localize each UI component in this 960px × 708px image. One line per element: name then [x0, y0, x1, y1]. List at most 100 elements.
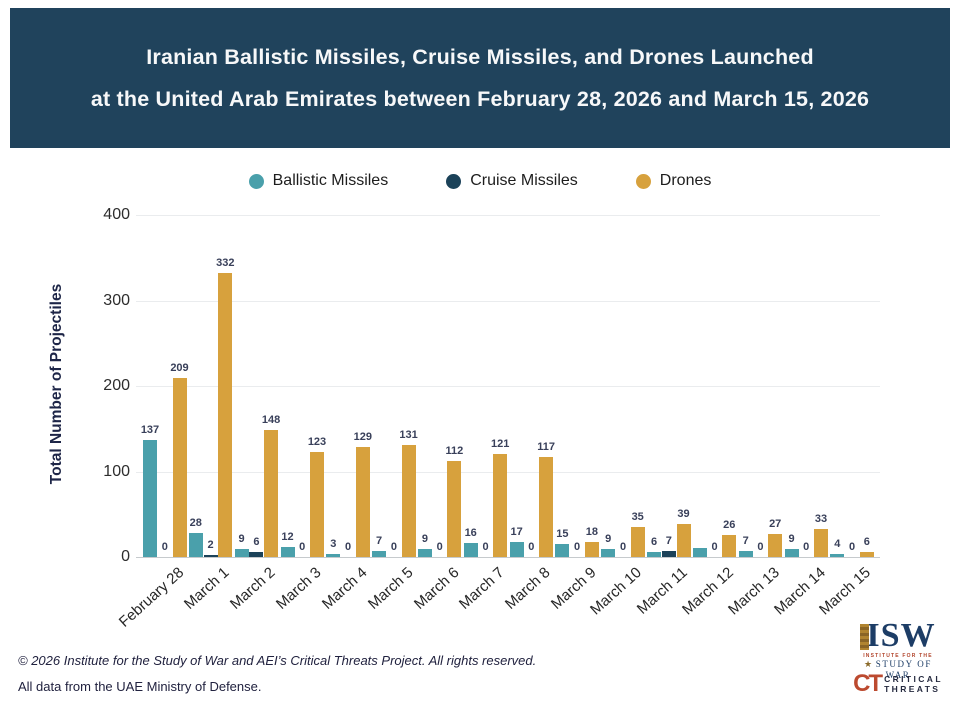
- bar-value-label: 6: [863, 536, 870, 548]
- medal-ribbon-icon: [860, 624, 870, 650]
- x-axis-label: March 1: [181, 564, 233, 613]
- bar-value-label: 0: [757, 541, 764, 553]
- x-axis-label: March 6: [410, 564, 463, 613]
- legend-label: Ballistic Missiles: [272, 172, 389, 189]
- bar-value-label: 7: [742, 535, 749, 547]
- y-tick-label: 200: [103, 377, 130, 394]
- bar-value-label: 6: [253, 536, 260, 548]
- star-icon: ★: [864, 659, 874, 669]
- gridline: [136, 472, 880, 473]
- bar: [555, 544, 570, 557]
- bar-value-label: 9: [605, 533, 612, 545]
- bar: [630, 527, 645, 557]
- gridline: [136, 215, 880, 216]
- bar-value-label: 0: [619, 541, 627, 553]
- isw-logo-top: ISW: [852, 619, 944, 653]
- bar: [172, 378, 187, 557]
- chart-legend: Ballistic Missiles Cruise Missiles Drones: [0, 172, 960, 190]
- ct-line-2: THREATS: [884, 684, 941, 694]
- bar: [372, 551, 387, 557]
- y-tick-label: 300: [103, 292, 130, 309]
- legend-item: Ballistic Missiles: [248, 172, 389, 190]
- bar-value-label: 28: [189, 517, 202, 529]
- bar-value-label: 6: [650, 536, 658, 548]
- bar-value-label: 0: [344, 541, 352, 553]
- bar: [601, 549, 616, 557]
- data-source-text: All data from the UAE Ministry of Defens…: [18, 679, 262, 694]
- isw-logo: ISW INSTITUTE FOR THE ★ STUDY OF WAR: [852, 619, 944, 680]
- bar: [280, 547, 295, 557]
- bar: [493, 454, 508, 557]
- bar-value-label: 112: [445, 445, 464, 457]
- y-tick-label: 0: [121, 548, 130, 565]
- ct-logo-text: CRITICAL THREATS: [884, 674, 943, 694]
- legend-color-dot-icon: [248, 173, 264, 189]
- bar: [417, 549, 432, 557]
- bar-value-label: 4: [834, 538, 841, 550]
- bar: [355, 447, 370, 557]
- bar-value-label: 0: [482, 541, 489, 553]
- title-line-1: Iranian Ballistic Missiles, Cruise Missi…: [146, 44, 814, 69]
- critical-threats-logo: CT CRITICAL THREATS: [852, 672, 944, 696]
- isw-subtitle-2: ★ STUDY OF WAR: [852, 659, 944, 680]
- bar-value-label: 137: [140, 424, 160, 436]
- bar: [234, 549, 249, 557]
- bar: [401, 445, 416, 557]
- bar-value-label: 148: [261, 414, 281, 426]
- x-axis-label: March 5: [364, 564, 417, 613]
- gridline: [136, 301, 880, 302]
- isw-subtitle-1: INSTITUTE FOR THE: [863, 653, 933, 659]
- bar-value-label: 27: [769, 518, 782, 530]
- legend-color-dot-icon: [635, 173, 651, 189]
- bar-value-label: 2: [207, 539, 214, 551]
- bar: [463, 543, 478, 557]
- bar-value-label: 7: [665, 535, 672, 547]
- bar-value-label: 0: [528, 541, 535, 553]
- bar: [326, 554, 341, 557]
- ct-acronym: CT: [853, 670, 883, 697]
- bar-value-label: 16: [464, 527, 477, 539]
- bar-value-label: 121: [491, 438, 510, 450]
- gridline: [136, 386, 880, 387]
- bar: [738, 551, 753, 557]
- title-line-2: at the United Arab Emirates between Febr…: [90, 86, 870, 111]
- bar: [447, 461, 462, 557]
- x-axis-label: March 2: [227, 564, 279, 613]
- bar: [203, 555, 218, 557]
- bar-value-label: 131: [399, 429, 418, 441]
- bar: [584, 542, 599, 557]
- legend-color-dot-icon: [446, 173, 462, 189]
- bar: [188, 533, 203, 557]
- y-tick-label: 100: [103, 463, 130, 480]
- bar: [143, 440, 157, 557]
- bar-value-label: 39: [677, 508, 690, 520]
- bar-value-label: 123: [307, 436, 327, 448]
- bar: [814, 529, 828, 557]
- bar-value-label: 33: [814, 513, 828, 525]
- bar-value-label: 129: [353, 431, 372, 443]
- bar-value-label: 17: [510, 526, 523, 538]
- bar: [218, 273, 233, 557]
- x-axis-label: March 3: [272, 564, 325, 613]
- copyright-text: © 2026 Institute for the Study of War an…: [18, 653, 537, 668]
- bar-value-label: 26: [723, 519, 736, 531]
- bar-value-label: 9: [788, 533, 795, 545]
- bar-value-label: 12: [281, 531, 294, 543]
- bar-value-label: 35: [631, 511, 644, 523]
- bar-value-label: 9: [421, 533, 428, 545]
- bar-value-label: 18: [585, 526, 599, 538]
- legend-label: Drones: [659, 172, 712, 189]
- x-axis-label: March 4: [318, 564, 371, 613]
- bar-value-label: 0: [436, 541, 443, 553]
- bar: [539, 457, 554, 557]
- bar-value-label: 0: [390, 541, 397, 553]
- legend-item: Drones: [635, 172, 712, 190]
- bar-value-label: 0: [848, 541, 856, 553]
- bar: [830, 554, 845, 557]
- legend-item: Cruise Missiles: [446, 172, 578, 190]
- bar-value-label: 7: [376, 535, 383, 547]
- isw-subtitle-2-text: STUDY OF WAR: [875, 659, 932, 680]
- bar-value-label: 9: [238, 533, 245, 545]
